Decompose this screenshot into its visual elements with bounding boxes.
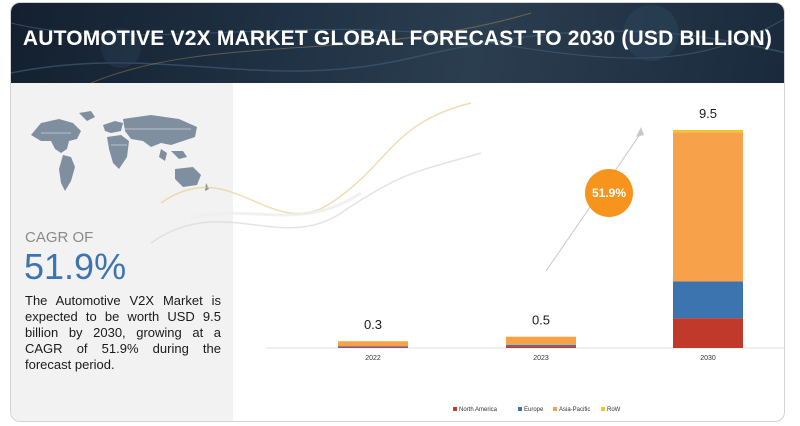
legend-swatch-asia-pacific bbox=[553, 407, 557, 411]
x-tick-2030: 2030 bbox=[700, 355, 716, 362]
bar-2030-europe bbox=[673, 281, 743, 319]
legend-swatch-row bbox=[601, 407, 605, 411]
cagr-value: 51.9% bbox=[24, 246, 127, 287]
legend-label-asia-pacific: Asia-Pacific bbox=[559, 407, 590, 413]
infographic-card: AUTOMOTIVE V2X MARKET GLOBAL FORECAST TO… bbox=[10, 2, 785, 422]
chart-legend: North America Europe Asia-Pacific RoW bbox=[453, 407, 621, 413]
legend-label-europe: Europe bbox=[524, 407, 544, 413]
decorative-waves bbox=[150, 102, 482, 244]
cagr-growth-badge: 51.9% bbox=[585, 169, 633, 217]
cagr-badge-label: 51.9% bbox=[592, 186, 626, 200]
total-label-2023: 0.5 bbox=[532, 313, 550, 328]
bar-2022-asia-pacific bbox=[338, 341, 408, 347]
bar-series-group bbox=[338, 130, 743, 348]
legend-label-north-america: North America bbox=[459, 407, 498, 413]
bar-2023-asia-pacific bbox=[506, 336, 576, 345]
bar-2023-europe bbox=[506, 344, 576, 347]
page-title: AUTOMOTIVE V2X MARKET GLOBAL FORECAST TO… bbox=[22, 27, 773, 50]
bar-2030-row bbox=[673, 130, 743, 133]
cagr-label: CAGR OF bbox=[25, 229, 94, 246]
total-labels-group: 0.3 0.5 9.5 bbox=[364, 106, 717, 332]
summary-panel: CAGR OF 51.9% The Automotive V2X Market … bbox=[11, 83, 233, 421]
x-tick-labels-group: 2022 2023 2030 bbox=[365, 355, 716, 362]
bar-2030-north-america bbox=[673, 318, 743, 348]
x-tick-2022: 2022 bbox=[365, 355, 381, 362]
legend-label-row: RoW bbox=[607, 407, 621, 413]
header-decoration bbox=[11, 5, 784, 83]
bar-2022-north-america bbox=[338, 347, 408, 348]
bar-2023-north-america bbox=[506, 346, 576, 348]
total-label-2030: 9.5 bbox=[699, 106, 717, 121]
stacked-bar-chart: 51.9% 0.3 0.5 9.5 2022 2023 2030 North Ameri… bbox=[150, 102, 784, 413]
x-tick-2023: 2023 bbox=[533, 355, 549, 362]
header-banner: AUTOMOTIVE V2X MARKET GLOBAL FORECAST TO… bbox=[11, 3, 784, 83]
total-label-2022: 0.3 bbox=[364, 317, 382, 332]
world-map-icon bbox=[31, 111, 209, 191]
bar-2022-europe bbox=[338, 346, 408, 348]
bar-2030-asia-pacific bbox=[673, 132, 743, 282]
legend-swatch-europe bbox=[518, 407, 522, 411]
legend-swatch-north-america bbox=[453, 407, 457, 411]
summary-description: The Automotive V2X Market is expected to… bbox=[25, 293, 221, 372]
